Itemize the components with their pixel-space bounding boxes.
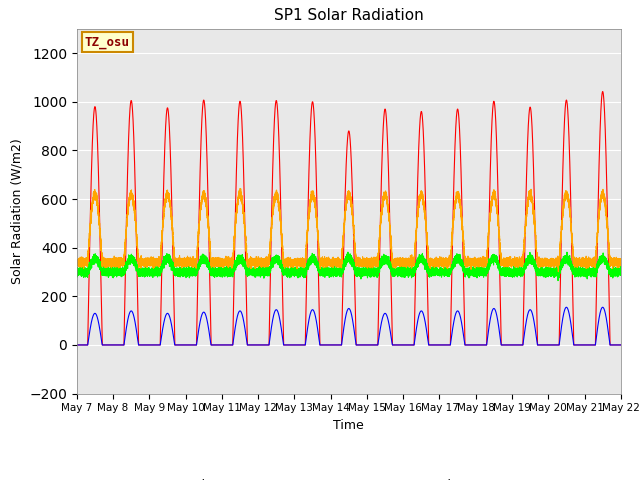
sp1_LWin <box>344 249 352 255</box>
sp1_LWout <box>236 186 244 192</box>
sp1_SWout <box>518 342 525 348</box>
sp1_LWin <box>518 270 525 276</box>
Line: sp1_SWin: sp1_SWin <box>77 92 621 345</box>
sp1_LWin <box>101 273 109 279</box>
sp1_LWout <box>617 256 625 262</box>
Legend: sp1_SWin, sp1_SWout, sp1_LWin, sp1_LWout: sp1_SWin, sp1_SWout, sp1_LWin, sp1_LWout <box>107 474 591 480</box>
sp1_LWout <box>420 204 428 210</box>
sp1_LWout <box>554 269 562 275</box>
sp1_SWin <box>101 342 109 348</box>
sp1_SWin <box>518 342 525 348</box>
sp1_LWin <box>554 278 562 284</box>
sp1_LWout <box>518 258 525 264</box>
sp1_SWin <box>420 148 428 154</box>
Title: SP1 Solar Radiation: SP1 Solar Radiation <box>274 9 424 24</box>
sp1_LWin <box>73 266 81 272</box>
sp1_SWout <box>497 336 504 342</box>
sp1_SWout <box>510 342 518 348</box>
Text: TZ_osu: TZ_osu <box>85 36 130 48</box>
sp1_SWout <box>563 304 570 310</box>
sp1_SWin <box>497 304 504 310</box>
sp1_SWin <box>599 89 607 95</box>
sp1_SWout <box>482 342 490 348</box>
sp1_LWin <box>420 259 428 264</box>
sp1_SWout <box>617 342 625 348</box>
sp1_SWin <box>617 342 625 348</box>
Line: sp1_SWout: sp1_SWout <box>77 307 621 345</box>
sp1_LWin <box>482 271 490 276</box>
sp1_LWout <box>482 259 490 265</box>
sp1_SWout <box>420 314 428 320</box>
sp1_LWout <box>73 256 81 262</box>
sp1_SWout <box>101 342 109 348</box>
sp1_LWout <box>101 259 109 264</box>
sp1_LWin <box>497 265 504 271</box>
sp1_SWin <box>510 342 518 348</box>
sp1_LWin <box>617 270 625 276</box>
Line: sp1_LWout: sp1_LWout <box>77 189 621 272</box>
sp1_SWin <box>73 342 81 348</box>
sp1_LWout <box>510 260 518 266</box>
sp1_SWin <box>482 342 490 348</box>
sp1_LWin <box>510 272 518 277</box>
Line: sp1_LWin: sp1_LWin <box>77 252 621 281</box>
X-axis label: Time: Time <box>333 419 364 432</box>
sp1_LWout <box>497 249 504 254</box>
sp1_SWout <box>73 342 81 348</box>
Y-axis label: Solar Radiation (W/m2): Solar Radiation (W/m2) <box>11 138 24 284</box>
